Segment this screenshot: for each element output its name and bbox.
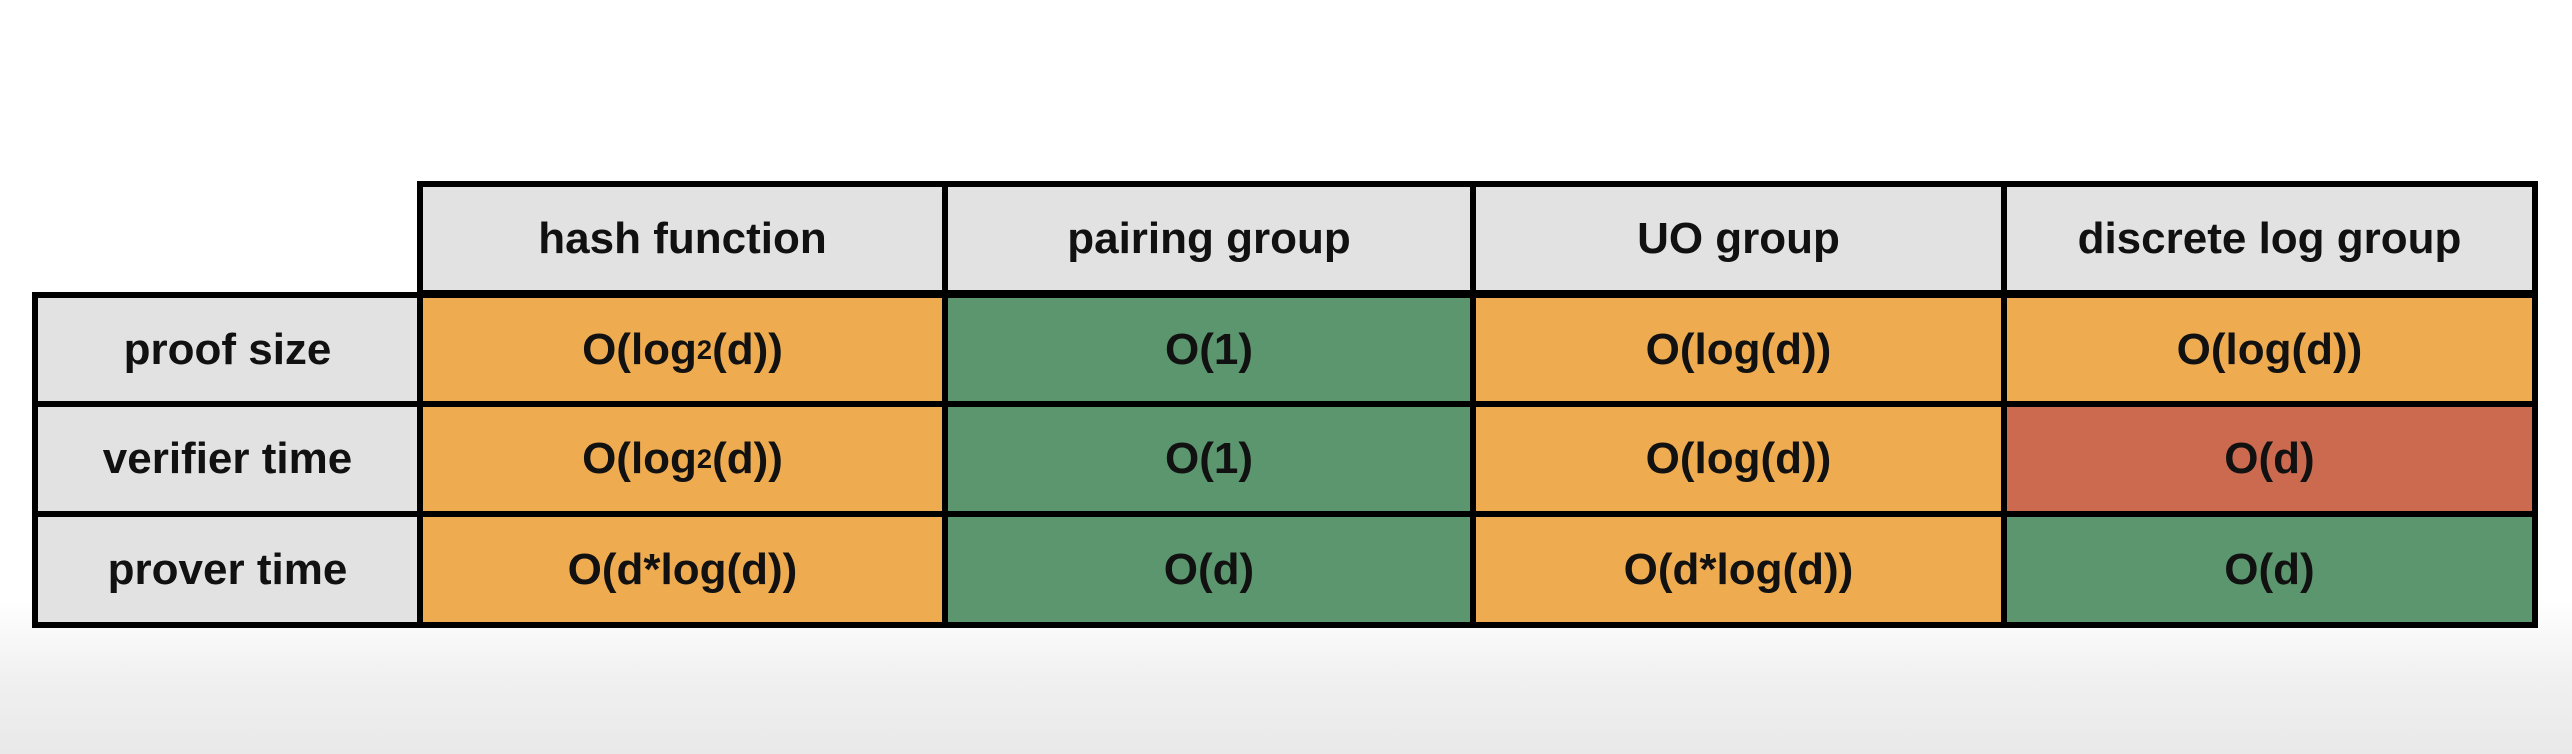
- cell-value: O(1): [1165, 324, 1253, 374]
- row-label-verifier-time: verifier time: [38, 407, 417, 511]
- row-label-proof-size: proof size: [38, 298, 417, 401]
- cell-value: O(log(d)): [1645, 324, 1832, 374]
- column-header-uo-group: UO group: [1476, 187, 2001, 290]
- column-header-pairing-group: pairing group: [948, 187, 1470, 290]
- cell-value-tail: (d)): [712, 324, 783, 374]
- cell-value: O(log(d)): [1645, 434, 1832, 483]
- cell-verifier-time-pairing-group: O(1): [948, 407, 1470, 511]
- cell-value: O(log: [582, 434, 697, 483]
- row-label-prover-time: prover time: [38, 517, 417, 622]
- cell-verifier-time-uo-group: O(log(d)): [1476, 407, 2001, 511]
- cell-value: O(d): [2224, 434, 2315, 483]
- cell-value: O(d*log(d)): [1623, 544, 1854, 594]
- column-header-hash-function: hash function: [423, 187, 942, 290]
- cell-proof-size-pairing-group: O(1): [948, 298, 1470, 401]
- cell-value: O(log: [582, 324, 697, 374]
- cell-prover-time-uo-group: O(d*log(d)): [1476, 517, 2001, 622]
- cell-proof-size-discrete-log-group: O(log(d)): [2007, 298, 2532, 401]
- cell-value: O(1): [1165, 434, 1253, 483]
- cell-prover-time-hash-function: O(d*log(d)): [423, 517, 942, 622]
- cell-prover-time-discrete-log-group: O(d): [2007, 517, 2532, 622]
- column-header-discrete-log-group: discrete log group: [2007, 187, 2532, 290]
- cell-verifier-time-hash-function: O(log 2 (d)): [423, 407, 942, 511]
- cell-verifier-time-discrete-log-group: O(d): [2007, 407, 2532, 511]
- cell-value-tail: (d)): [712, 434, 783, 483]
- cell-proof-size-hash-function: O(log 2 (d)): [423, 298, 942, 401]
- cell-prover-time-pairing-group: O(d): [948, 517, 1470, 622]
- comparison-table: hash function pairing group UO group dis…: [32, 181, 2538, 628]
- cell-value: O(d): [1163, 544, 1255, 594]
- cell-value: O(d*log(d)): [567, 544, 798, 594]
- cell-value: O(log(d)): [2176, 324, 2363, 374]
- cell-value: O(d): [2224, 544, 2315, 594]
- cell-proof-size-uo-group: O(log(d)): [1476, 298, 2001, 401]
